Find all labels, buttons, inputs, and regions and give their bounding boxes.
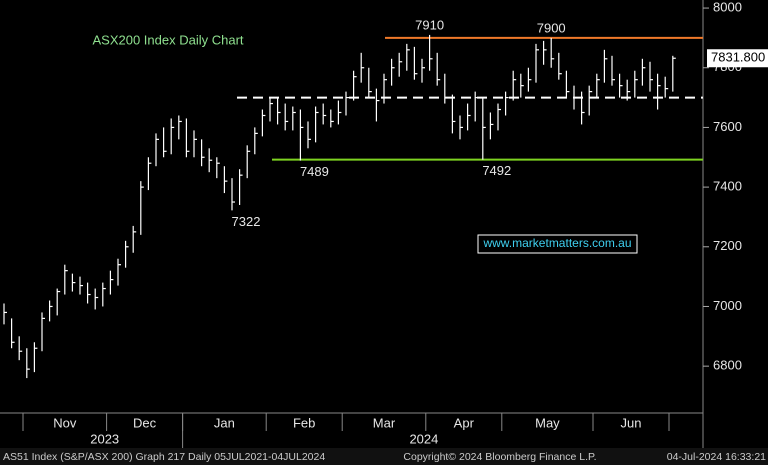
x-tick-label: Dec [133, 415, 157, 430]
footer-left: AS51 Index (S&P/ASX 200) Graph 217 Daily… [3, 451, 325, 463]
watermark: www.marketmatters.com.au [482, 236, 631, 250]
y-tick-label: 6800 [713, 358, 742, 373]
footer-center: Copyright© 2024 Bloomberg Finance L.P. [403, 451, 596, 463]
watermark-box [477, 234, 638, 254]
x-tick-label: Apr [454, 415, 475, 430]
y-tick-label: 7400 [713, 179, 742, 194]
y-tick-label: 8000 [713, 0, 742, 14]
annotation: 7910 [415, 17, 444, 32]
year-label: 2024 [409, 431, 438, 446]
last-price-label: 7831.800 [711, 50, 765, 65]
last-price-box [707, 49, 768, 68]
x-tick-label: Feb [293, 415, 315, 430]
footer-right: 04-Jul-2024 16:33:21 [667, 451, 766, 463]
y-tick-label: 7200 [713, 238, 742, 253]
footer-bar [0, 448, 768, 465]
x-tick-label: Mar [373, 415, 396, 430]
annotation: 7489 [300, 164, 329, 179]
x-tick-label: Jan [214, 415, 235, 430]
annotation: 7900 [537, 20, 566, 35]
x-tick-label: Nov [53, 415, 77, 430]
y-tick-label: 7000 [713, 298, 742, 313]
annotation: 7322 [232, 214, 261, 229]
chart-title: ASX200 Index Daily Chart [92, 32, 243, 47]
x-tick-label: Jun [621, 415, 642, 430]
annotation: 7492 [482, 163, 511, 178]
x-tick-label: May [535, 415, 560, 430]
year-label: 2023 [90, 431, 119, 446]
y-tick-label: 7600 [713, 119, 742, 134]
